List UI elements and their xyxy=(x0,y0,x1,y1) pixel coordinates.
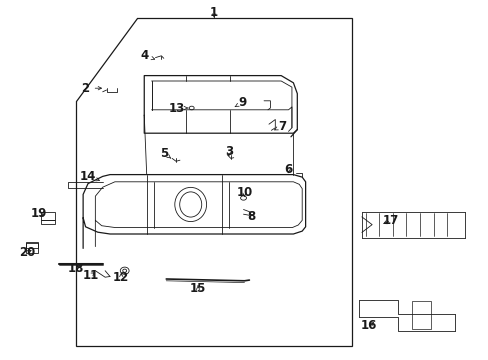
Text: 12: 12 xyxy=(113,271,129,284)
Text: 1: 1 xyxy=(210,6,218,19)
Text: 4: 4 xyxy=(140,49,154,62)
Text: 19: 19 xyxy=(31,207,47,220)
Bar xyxy=(26,243,38,248)
Bar xyxy=(26,242,38,253)
Text: 18: 18 xyxy=(67,262,84,275)
Text: 14: 14 xyxy=(80,170,99,183)
Text: 20: 20 xyxy=(19,246,35,259)
Polygon shape xyxy=(76,18,351,346)
Ellipse shape xyxy=(175,188,206,222)
Text: 3: 3 xyxy=(224,145,232,158)
Text: 10: 10 xyxy=(236,186,252,199)
Text: 5: 5 xyxy=(160,147,170,159)
Bar xyxy=(41,220,55,224)
Bar xyxy=(41,212,55,220)
Bar xyxy=(411,301,430,329)
Text: 15: 15 xyxy=(189,282,206,295)
Text: 9: 9 xyxy=(235,96,245,109)
Text: 8: 8 xyxy=(247,210,255,222)
Text: 13: 13 xyxy=(168,102,187,114)
Text: 11: 11 xyxy=(82,269,99,282)
Text: 2: 2 xyxy=(81,82,102,95)
Text: 7: 7 xyxy=(274,120,285,132)
Text: 17: 17 xyxy=(382,214,399,227)
Text: 16: 16 xyxy=(360,319,377,332)
Ellipse shape xyxy=(180,192,201,217)
Text: 6: 6 xyxy=(284,163,292,176)
